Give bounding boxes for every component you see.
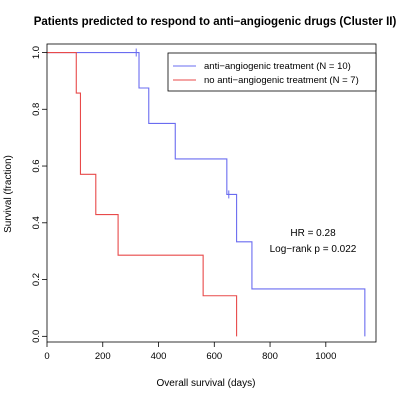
legend: anti−angiogenic treatment (N = 10) no an… bbox=[167, 52, 377, 92]
x-tick-label: 800 bbox=[262, 351, 278, 362]
plot-area bbox=[47, 48, 366, 337]
axes: 0 200 400 600 800 1000 0.0 0.2 0.4 0.6 0.8 1.0 bbox=[31, 43, 377, 362]
x-tick-label: 1000 bbox=[315, 351, 336, 362]
y-tick-label: 0.2 bbox=[31, 273, 42, 286]
y-tick-label: 0.8 bbox=[31, 103, 42, 116]
y-axis-label: Survival (fraction) bbox=[3, 155, 14, 233]
legend-entry-no-treatment: no anti−angiogenic treatment (N = 7) bbox=[204, 75, 359, 86]
x-tick-label: 200 bbox=[95, 351, 111, 362]
y-tick-label: 0.0 bbox=[31, 330, 42, 343]
hazard-ratio-annotation: HR = 0.28 bbox=[290, 228, 336, 239]
chart-title: Patients predicted to respond to anti−an… bbox=[34, 16, 397, 28]
y-tick-label: 0.6 bbox=[31, 159, 42, 172]
legend-entry-anti-angiogenic: anti−angiogenic treatment (N = 10) bbox=[204, 61, 351, 72]
plot-frame bbox=[46, 43, 377, 343]
x-tick-label: 0 bbox=[44, 351, 49, 362]
survival-curve-1 bbox=[47, 51, 238, 337]
survival-curve-0 bbox=[47, 51, 366, 337]
legend-box bbox=[167, 52, 377, 92]
x-axis-label: Overall survival (days) bbox=[157, 378, 256, 389]
log-rank-annotation: Log−rank p = 0.022 bbox=[270, 244, 357, 255]
x-tick-label: 400 bbox=[151, 351, 167, 362]
x-tick-label: 600 bbox=[206, 351, 222, 362]
y-tick-label: 1.0 bbox=[31, 46, 42, 59]
y-tick-label: 0.4 bbox=[31, 216, 42, 229]
